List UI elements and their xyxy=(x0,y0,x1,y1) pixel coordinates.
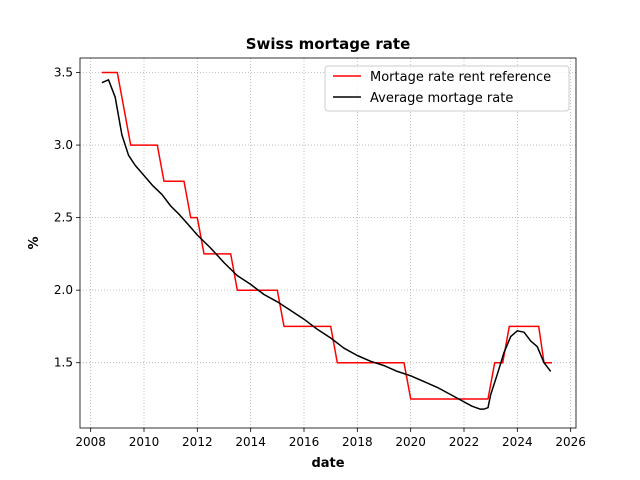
legend: Mortage rate rent reference Average mort… xyxy=(324,65,570,112)
x-tick-label: 2010 xyxy=(129,435,160,449)
x-tick-label: 2022 xyxy=(449,435,480,449)
x-tick-label: 2012 xyxy=(182,435,213,449)
series-line-rent-reference xyxy=(101,71,552,400)
chart-title: Swiss mortage rate xyxy=(246,35,411,53)
x-tick-label: 2016 xyxy=(289,435,320,449)
grid-lines xyxy=(80,58,576,428)
x-tick-label: 2024 xyxy=(502,435,533,449)
x-tick-label: 2026 xyxy=(555,435,586,449)
y-axis-label: % xyxy=(27,236,42,249)
x-tick-label: 2018 xyxy=(342,435,373,449)
series-line-average xyxy=(101,79,552,410)
y-tick-label: 2.5 xyxy=(54,211,73,225)
x-tick-label: 2014 xyxy=(235,435,266,449)
y-tick-label: 1.5 xyxy=(54,356,73,370)
plot-frame xyxy=(79,57,577,429)
y-tick-label: 3.0 xyxy=(54,138,73,152)
legend-label-rent-reference: Mortage rate rent reference xyxy=(370,70,551,85)
legend-box xyxy=(324,65,570,112)
x-tick-label: 2020 xyxy=(395,435,426,449)
x-tick-label: 2008 xyxy=(75,435,106,449)
series-lines xyxy=(101,71,552,410)
x-axis-label: date xyxy=(311,456,344,471)
axis-ticks: 2008 2010 2012 2014 2016 2018 2020 2022 2024 2026… xyxy=(54,66,586,449)
legend-label-average: Average mortage rate xyxy=(370,91,513,106)
y-tick-label: 2.0 xyxy=(54,283,73,297)
y-tick-label: 3.5 xyxy=(54,66,73,80)
